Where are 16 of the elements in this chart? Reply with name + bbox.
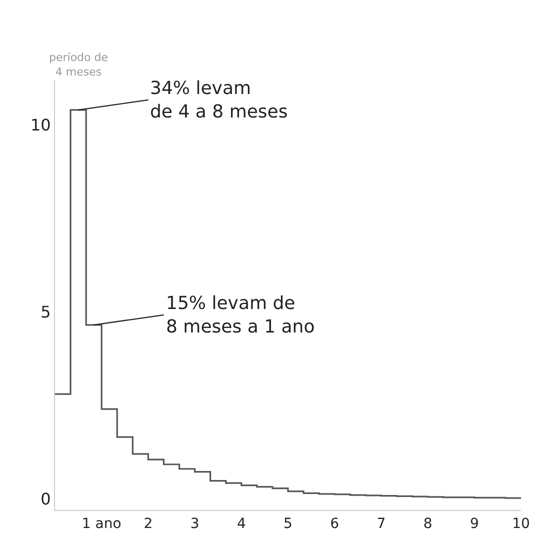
x-tick-label: 8 [423,516,432,532]
x-tick-label: 10 [512,516,530,532]
x-tick-label: 9 [470,516,479,532]
x-tick-label: 1 ano [82,516,122,532]
x-tick-label: 3 [190,516,200,532]
x-tick-label: 5 [284,516,292,532]
y-tick-label: 0 [40,489,51,508]
text: período de 4 meses [49,51,108,78]
y-tick-label: 10 [30,115,51,134]
x-tick-label: 4 [236,516,246,532]
y-tick-label: 5 [40,302,51,322]
x-tick-label: 6 [330,516,340,532]
annotation: 15% levam de 8 meses a 1 ano [166,293,315,338]
x-tick-label: 7 [376,516,386,532]
annotation: 34% levam de 4 a 8 meses [150,78,288,122]
x-tick-label: 2 [144,516,153,532]
